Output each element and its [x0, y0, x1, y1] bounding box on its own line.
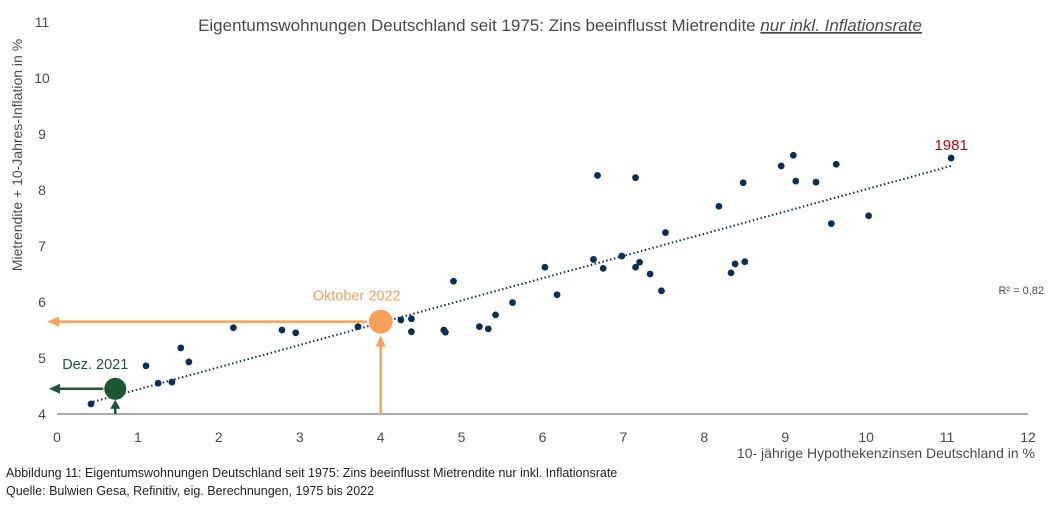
data-point	[599, 265, 607, 272]
x-tick-label: 8	[700, 429, 708, 445]
data-point	[185, 358, 193, 366]
data-point	[408, 315, 415, 323]
data-point	[397, 316, 405, 324]
x-tick-label: 11	[940, 429, 955, 445]
data-point	[727, 269, 735, 277]
data-point	[618, 252, 626, 260]
x-tick-label: 7	[620, 429, 628, 445]
oktober-2022-label: Oktober 2022	[313, 289, 401, 305]
x-tick-label: 6	[539, 429, 547, 445]
data-point	[947, 154, 955, 162]
data-point	[827, 220, 835, 228]
x-tick-label: 10	[858, 429, 874, 445]
y-tick-label: 5	[38, 350, 46, 366]
x-tick-label: 3	[296, 429, 304, 445]
r-squared-label: R² = 0,82	[998, 285, 1044, 297]
y-tick-label: 11	[35, 14, 50, 30]
data-point	[354, 323, 362, 331]
source-note: Quelle: Bulwien Gesa, Refinitiv, eig. Be…	[6, 484, 375, 498]
dez-2021-label: Dez. 2021	[62, 357, 128, 373]
data-point	[632, 263, 639, 271]
data-point	[739, 179, 747, 187]
oktober-2022-marker	[368, 309, 393, 334]
data-point	[292, 329, 300, 337]
data-point	[229, 324, 237, 332]
data-point	[492, 311, 499, 319]
y-tick-label: 6	[38, 294, 46, 310]
data-point	[632, 174, 639, 182]
data-point	[789, 151, 797, 159]
data-point	[408, 328, 415, 336]
dez-2021-arrowhead-up	[110, 399, 121, 409]
x-axis-label: 10- jährige Hypothekenzinsen Deutschland…	[737, 445, 1035, 461]
x-tick-label: 1	[134, 429, 142, 445]
data-point	[662, 229, 669, 236]
data-point	[442, 328, 449, 336]
year-1981-label: 1981	[934, 137, 967, 154]
y-tick-label: 7	[38, 238, 46, 254]
data-point	[590, 256, 597, 263]
data-point	[658, 287, 665, 295]
data-point	[87, 400, 95, 408]
data-point	[832, 160, 840, 168]
data-point	[168, 378, 176, 386]
data-point	[646, 270, 654, 278]
data-point	[777, 162, 785, 170]
data-point	[484, 325, 492, 333]
data-point	[812, 178, 820, 186]
data-point	[636, 258, 643, 266]
y-tick-label: 8	[38, 182, 46, 198]
data-point	[792, 177, 800, 185]
oktober-2022-arrowhead-up	[375, 335, 386, 347]
data-point	[541, 263, 549, 271]
x-tick-label: 0	[53, 429, 61, 445]
figure-caption: Abbildung 11: Eigentumswohnungen Deutsch…	[6, 466, 618, 480]
y-tick-label: 4	[38, 406, 46, 422]
x-tick-label: 9	[781, 429, 789, 445]
data-point	[594, 172, 601, 179]
data-point	[177, 344, 185, 352]
x-tick-label: 12	[1020, 429, 1036, 445]
data-point	[715, 202, 723, 210]
chart-title-emphasis: nur inkl. Inflationsrate	[760, 16, 922, 35]
data-point	[741, 258, 749, 266]
data-point	[278, 326, 286, 334]
dez-2021-arrowhead-left	[49, 383, 60, 394]
data-point	[731, 260, 739, 268]
dez-2021-marker	[104, 377, 127, 400]
x-tick-label: 4	[377, 429, 385, 445]
data-point	[142, 362, 150, 370]
data-point	[475, 323, 483, 331]
x-tick-label: 5	[458, 429, 466, 445]
data-point	[865, 212, 872, 220]
data-point	[450, 277, 457, 285]
y-tick-label: 10	[34, 70, 50, 86]
chart-title-main: Eigentumswohnungen Deutschland seit 1975…	[198, 16, 760, 35]
x-tick-label: 2	[215, 429, 223, 445]
trendline	[89, 164, 952, 404]
y-tick-label: 9	[38, 126, 46, 142]
data-point	[509, 299, 516, 306]
data-point	[553, 291, 561, 299]
data-point	[154, 379, 162, 387]
y-axis-label: Mietrendite + 10-Jahres-Inflation in %	[9, 39, 25, 271]
oktober-2022-arrowhead-left	[47, 316, 59, 327]
chart-title: Eigentumswohnungen Deutschland seit 1975…	[198, 16, 922, 35]
